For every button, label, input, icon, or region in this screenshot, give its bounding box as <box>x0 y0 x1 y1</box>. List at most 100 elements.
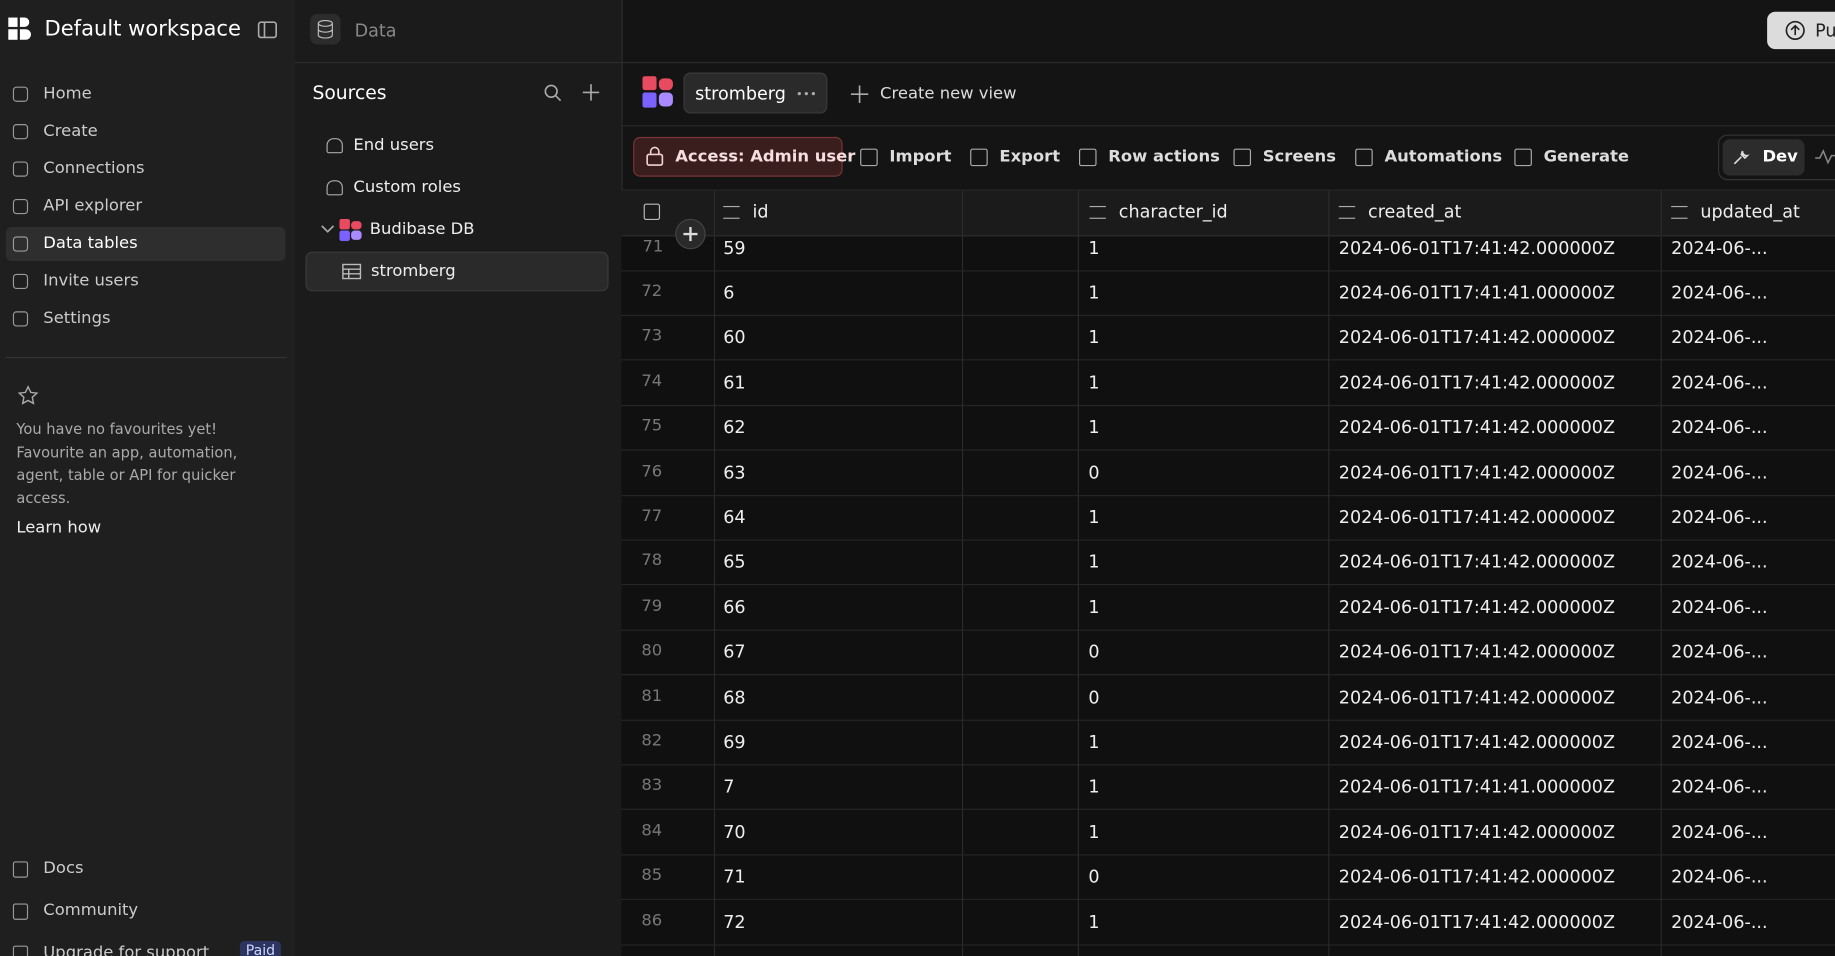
footer-icon <box>12 903 29 920</box>
cell-id: 68 <box>723 686 746 708</box>
nav-icon <box>12 198 29 215</box>
divider <box>5 356 287 359</box>
toolbar-button[interactable]: Row actions <box>1108 147 1220 167</box>
nav-item[interactable]: Connections <box>43 159 145 178</box>
add-row-plus-v <box>689 227 692 242</box>
cell-id: 70 <box>723 821 746 843</box>
row-border <box>621 764 1835 766</box>
header-border <box>1077 190 1079 236</box>
dev-label[interactable]: Dev <box>1762 147 1798 167</box>
table-tab[interactable] <box>683 72 828 114</box>
row-border <box>621 629 1835 631</box>
cell-id: 72 <box>723 911 746 933</box>
nav-item[interactable]: Settings <box>43 308 111 328</box>
row-border <box>621 809 1835 811</box>
cell-updated-at: 2024-06-... <box>1671 866 1768 888</box>
toolbar-button[interactable]: Export <box>999 147 1061 167</box>
source-item[interactable]: Budibase DB <box>369 220 475 239</box>
column-border <box>961 190 964 956</box>
toolbar-button[interactable]: Generate <box>1543 147 1630 167</box>
cell-id: 7 <box>723 776 735 798</box>
sources-actions[interactable] <box>543 83 602 103</box>
footer-item[interactable]: Community <box>43 901 139 920</box>
row-number: 83 <box>641 776 663 796</box>
nav-item[interactable]: Data tables <box>43 234 138 253</box>
row-number: 84 <box>641 821 663 841</box>
row-number: 81 <box>641 686 663 706</box>
create-view[interactable]: Create new view <box>880 84 1017 103</box>
cell-character-id: 1 <box>1088 911 1100 933</box>
publish-label[interactable]: Pu <box>1815 19 1835 41</box>
cell-created-at: 2024-06-01T17:41:42.000000Z <box>1338 596 1616 618</box>
cell-updated-at: 2024-06-... <box>1671 911 1768 933</box>
source-item[interactable]: Custom roles <box>353 177 461 197</box>
publish-button[interactable] <box>1767 11 1835 50</box>
row-border <box>621 314 1835 316</box>
toolbar-border <box>621 189 1835 191</box>
row-border <box>621 584 1835 586</box>
footer-icon <box>12 861 29 878</box>
plus-icon <box>850 85 869 103</box>
select-all <box>643 203 661 221</box>
footer-item[interactable]: Upgrade for support <box>43 943 210 956</box>
nav-icon <box>12 86 29 102</box>
row-border <box>621 539 1835 541</box>
cell-updated-at: 2024-06-... <box>1671 416 1768 438</box>
cell-character-id: 1 <box>1088 731 1100 753</box>
cell-id: 67 <box>723 641 746 663</box>
row-border <box>621 449 1835 451</box>
nav-icon <box>12 124 29 140</box>
nav-item[interactable]: API explorer <box>43 196 143 216</box>
workspace-name[interactable]: Default workspace <box>44 16 241 42</box>
cell-id: 64 <box>723 506 746 528</box>
app-logo <box>642 76 673 108</box>
header-border <box>1328 190 1330 236</box>
nav-item[interactable]: Home <box>43 84 92 103</box>
cell-created-at: 2024-06-01T17:41:42.000000Z <box>1338 731 1616 753</box>
data-icon <box>310 14 341 45</box>
cell-created-at: 2024-06-01T17:41:42.000000Z <box>1338 237 1616 259</box>
nav-item[interactable]: Create <box>43 121 98 141</box>
toolbar-button[interactable]: Automations <box>1384 147 1503 167</box>
access-label[interactable]: Access: Admin user <box>675 147 856 167</box>
cell-character-id: 0 <box>1088 686 1100 708</box>
cell-id: 60 <box>723 326 746 349</box>
toolbar-button[interactable]: Screens <box>1262 147 1336 167</box>
access-button[interactable] <box>633 136 843 177</box>
cell-updated-at: 2024-06-... <box>1671 821 1768 843</box>
column-header[interactable]: updated_at <box>1700 201 1800 223</box>
row-border <box>621 269 1835 272</box>
row-number: 72 <box>641 282 663 301</box>
nav-item[interactable]: Invite users <box>43 271 139 291</box>
cell-id: 69 <box>723 731 746 753</box>
budibase-db-icon <box>339 218 362 242</box>
more-icon[interactable] <box>797 91 816 96</box>
sidebar-toggle[interactable] <box>257 21 278 39</box>
cell-updated-at: 2024-06-... <box>1671 686 1768 708</box>
toolbar-icon <box>860 148 878 167</box>
chevron[interactable] <box>321 222 335 236</box>
column-icon <box>1671 205 1688 219</box>
dev-button[interactable] <box>1722 139 1805 176</box>
header-border <box>961 190 964 236</box>
learn-how[interactable]: Learn how <box>16 518 102 538</box>
cell-character-id: 1 <box>1088 776 1100 798</box>
table-icon <box>342 263 362 280</box>
column-header[interactable]: character_id <box>1118 201 1228 223</box>
cell-updated-at: 2024-06-... <box>1671 237 1768 259</box>
cell-created-at: 2024-06-01T17:41:42.000000Z <box>1338 461 1616 483</box>
column-header[interactable]: id <box>752 201 769 223</box>
footer-item[interactable]: Docs <box>43 858 84 878</box>
toolbar-button[interactable]: Import <box>889 147 952 167</box>
source-item[interactable]: End users <box>353 135 435 155</box>
row-border <box>621 898 1835 901</box>
row-number: 85 <box>641 866 663 885</box>
cell-id: 63 <box>723 461 746 483</box>
table-name[interactable]: stromberg <box>695 83 786 105</box>
cell-id: 65 <box>723 551 746 573</box>
source-item[interactable]: stromberg <box>370 262 456 281</box>
column-header[interactable]: created_at <box>1368 201 1462 223</box>
nav-icon <box>12 236 29 252</box>
cell-updated-at: 2024-06-... <box>1671 371 1768 393</box>
